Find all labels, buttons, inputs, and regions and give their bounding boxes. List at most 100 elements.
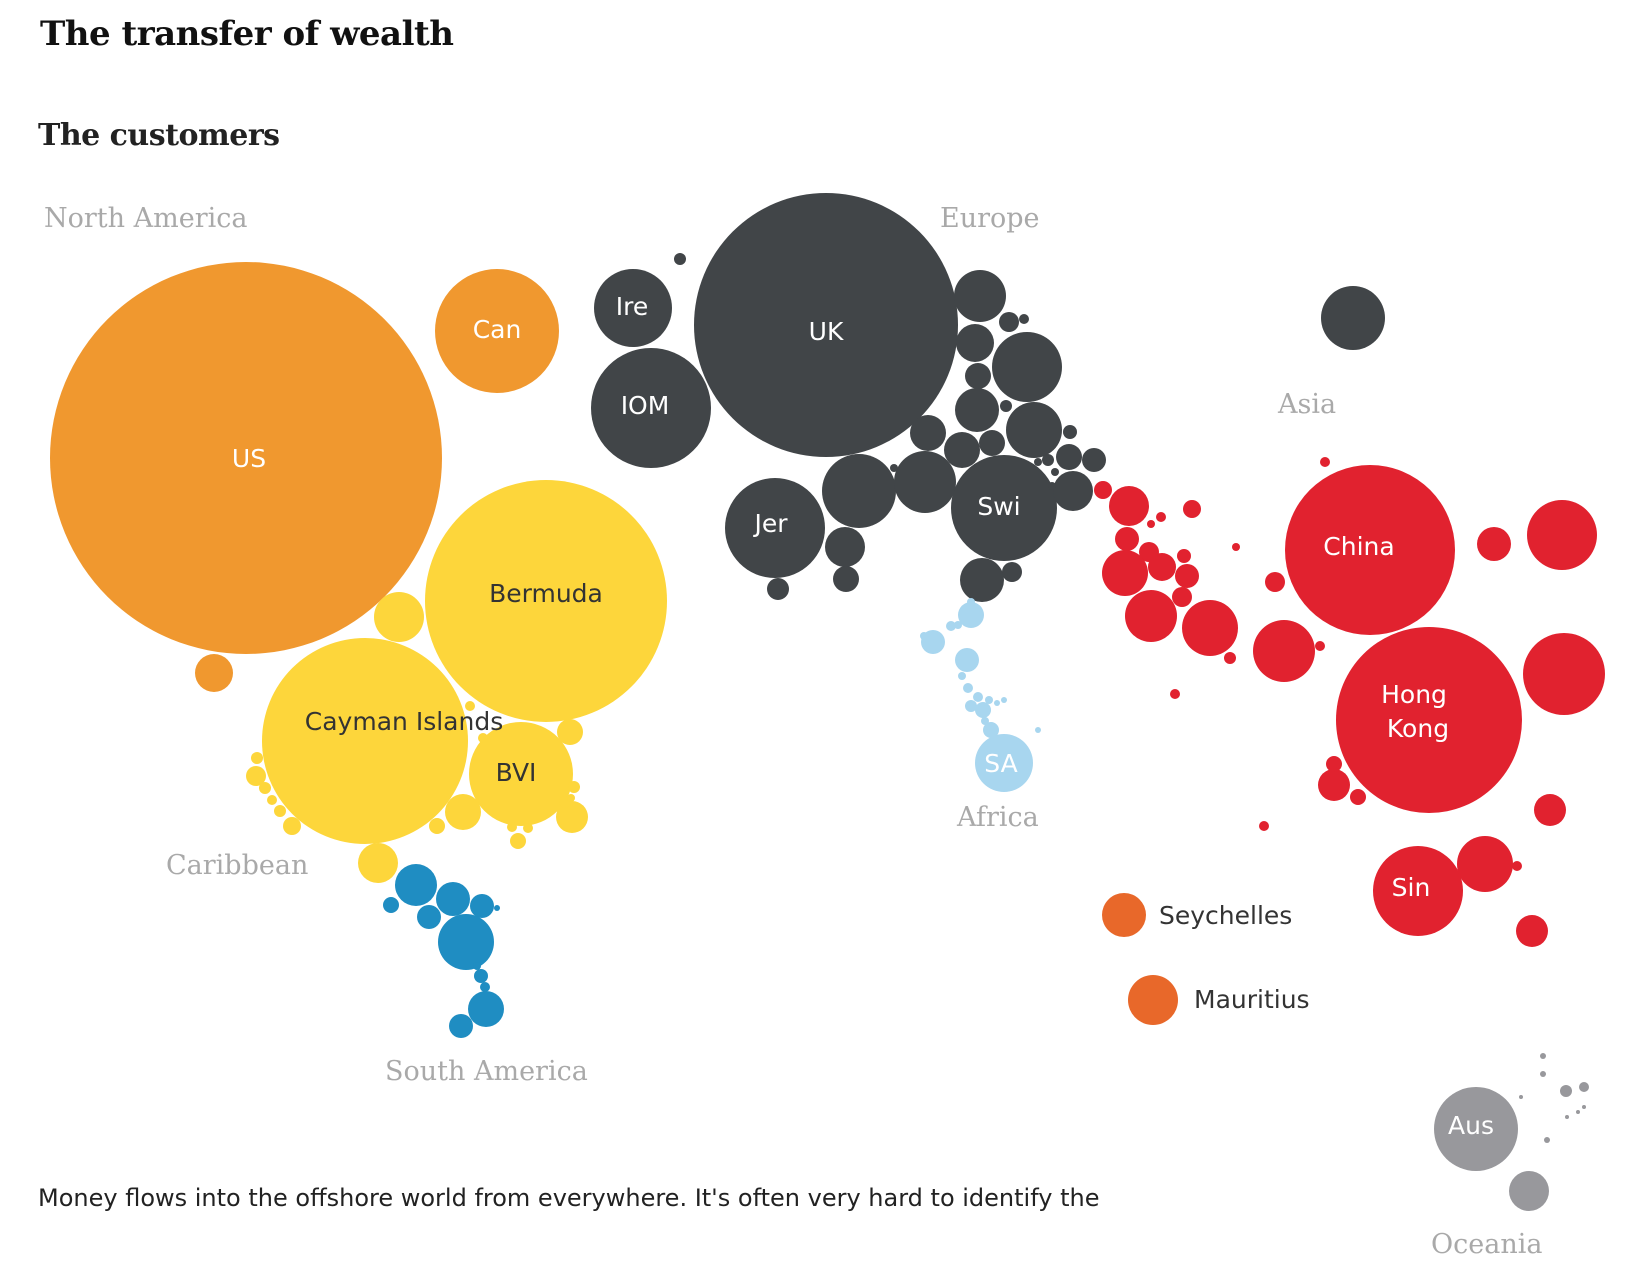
bubble[interactable] xyxy=(1582,1105,1586,1109)
bubble[interactable] xyxy=(395,864,437,906)
bubble[interactable] xyxy=(963,683,973,693)
bubble[interactable] xyxy=(1148,553,1176,581)
bubble[interactable] xyxy=(1183,500,1201,518)
bubble[interactable] xyxy=(1115,527,1139,551)
bubble[interactable] xyxy=(955,388,999,432)
bubble[interactable] xyxy=(1544,1137,1550,1143)
bubble[interactable] xyxy=(556,801,588,833)
bubble[interactable] xyxy=(449,1014,473,1038)
bubble[interactable] xyxy=(1579,1082,1589,1092)
bubble[interactable] xyxy=(956,324,994,362)
bubble[interactable] xyxy=(973,692,983,702)
bubble[interactable] xyxy=(429,818,445,834)
bubble[interactable] xyxy=(1565,1115,1569,1119)
bubble[interactable] xyxy=(1048,482,1056,490)
bubble-china[interactable] xyxy=(1285,465,1455,635)
bubble[interactable] xyxy=(417,905,441,929)
bubble[interactable] xyxy=(474,969,488,983)
bubble[interactable] xyxy=(955,648,979,672)
bubble-us[interactable] xyxy=(50,262,442,654)
bubble[interactable] xyxy=(1177,549,1191,563)
bubble[interactable] xyxy=(983,722,999,738)
bubble[interactable] xyxy=(1320,457,1330,467)
bubble[interactable] xyxy=(283,817,301,835)
bubble[interactable] xyxy=(468,991,504,1027)
bubble[interactable] xyxy=(1051,468,1059,476)
bubble[interactable] xyxy=(1318,769,1350,801)
bubble[interactable] xyxy=(954,270,1006,322)
bubble[interactable] xyxy=(1321,286,1385,350)
bubble[interactable] xyxy=(674,253,686,265)
bubble-sa[interactable] xyxy=(975,734,1033,792)
bubble[interactable] xyxy=(1034,458,1042,466)
bubble[interactable] xyxy=(1094,481,1112,499)
bubble[interactable] xyxy=(567,794,575,802)
bubble[interactable] xyxy=(1063,425,1077,439)
bubble[interactable] xyxy=(473,962,481,970)
bubble[interactable] xyxy=(994,700,1000,706)
bubble[interactable] xyxy=(1109,486,1149,526)
bubble-jer[interactable] xyxy=(725,478,825,578)
bubble[interactable] xyxy=(568,781,580,793)
bubble[interactable] xyxy=(1265,572,1285,592)
bubble[interactable] xyxy=(510,833,526,849)
bubble[interactable] xyxy=(975,702,991,718)
bubble-iom[interactable] xyxy=(591,348,711,468)
bubble-aus[interactable] xyxy=(1434,1087,1518,1171)
bubble[interactable] xyxy=(557,719,583,745)
bubble-hong-kong[interactable] xyxy=(1336,627,1522,813)
bubble[interactable] xyxy=(1232,543,1240,551)
bubble[interactable] xyxy=(1516,915,1548,947)
bubble[interactable] xyxy=(1035,727,1041,733)
bubble[interactable] xyxy=(470,894,494,918)
bubble[interactable] xyxy=(251,752,263,764)
bubble[interactable] xyxy=(944,432,980,468)
bubble-bvi[interactable] xyxy=(469,722,573,826)
bubble[interactable] xyxy=(1224,652,1236,664)
bubble[interactable] xyxy=(1523,633,1605,715)
bubble[interactable] xyxy=(910,415,946,451)
bubble[interactable] xyxy=(274,805,286,817)
bubble[interactable] xyxy=(967,598,975,606)
bubble[interactable] xyxy=(894,451,956,513)
bubble[interactable] xyxy=(1147,520,1155,528)
bubble[interactable] xyxy=(195,654,233,692)
bubble[interactable] xyxy=(1125,590,1177,642)
bubble[interactable] xyxy=(465,701,475,711)
bubble[interactable] xyxy=(374,592,424,642)
bubble[interactable] xyxy=(890,464,898,472)
bubble[interactable] xyxy=(985,696,993,704)
bubble[interactable] xyxy=(958,672,966,680)
bubble[interactable] xyxy=(1527,500,1597,570)
bubble[interactable] xyxy=(1042,454,1054,466)
bubble[interactable] xyxy=(383,897,399,913)
bubble[interactable] xyxy=(992,332,1062,402)
bubble[interactable] xyxy=(480,982,490,992)
bubble[interactable] xyxy=(1259,821,1269,831)
bubble[interactable] xyxy=(1509,1171,1549,1211)
bubble[interactable] xyxy=(1170,689,1180,699)
bubble[interactable] xyxy=(445,794,481,830)
bubble[interactable] xyxy=(1315,641,1325,651)
bubble[interactable] xyxy=(1540,1053,1546,1059)
bubble[interactable] xyxy=(1102,550,1148,596)
bubble[interactable] xyxy=(1253,620,1315,682)
bubble[interactable] xyxy=(438,914,494,970)
bubble[interactable] xyxy=(1000,400,1012,412)
bubble-ire[interactable] xyxy=(594,269,672,347)
bubble[interactable] xyxy=(965,363,991,389)
bubble[interactable] xyxy=(999,312,1019,332)
bubble[interactable] xyxy=(1001,697,1007,703)
bubble[interactable] xyxy=(478,733,488,743)
bubble[interactable] xyxy=(1082,448,1106,472)
bubble[interactable] xyxy=(1172,587,1192,607)
bubble[interactable] xyxy=(825,527,865,567)
bubble[interactable] xyxy=(1156,512,1166,522)
bubble[interactable] xyxy=(1182,600,1238,656)
bubble[interactable] xyxy=(1175,564,1199,588)
bubble[interactable] xyxy=(358,843,398,883)
bubble[interactable] xyxy=(1512,861,1522,871)
bubble[interactable] xyxy=(1540,1071,1546,1077)
bubble[interactable] xyxy=(1019,314,1029,324)
bubble[interactable] xyxy=(1056,444,1082,470)
